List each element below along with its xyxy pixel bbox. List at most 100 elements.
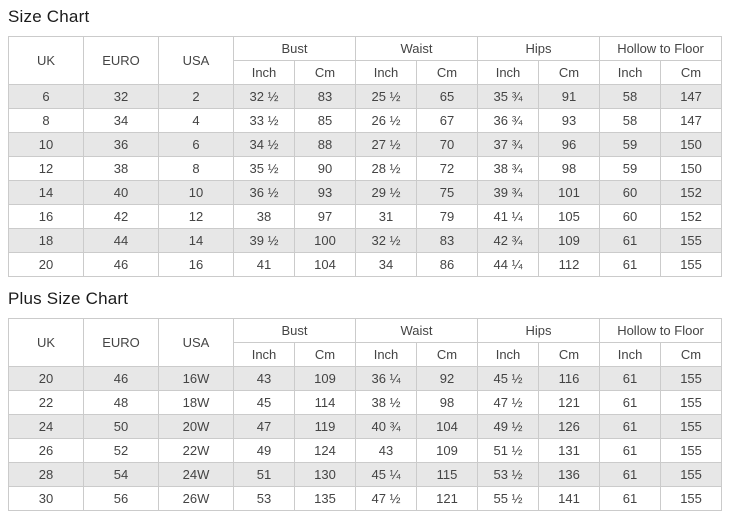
table-cell: 46 bbox=[83, 252, 159, 277]
table-cell: 39 ½ bbox=[233, 228, 295, 253]
table-cell: 91 bbox=[538, 84, 601, 109]
table-cell: 29 ½ bbox=[355, 180, 418, 205]
table-row: 20 46 16 41 104 34 86 44 ¼ 112 61 155 bbox=[8, 252, 723, 277]
table-cell: 43 bbox=[233, 366, 295, 391]
table-cell: 155 bbox=[660, 228, 723, 253]
table-row: 30 56 26W 53 135 47 ½ 121 55 ½ 141 61 155 bbox=[8, 486, 723, 511]
table-cell: 90 bbox=[293, 156, 357, 181]
table-cell: 126 bbox=[538, 414, 601, 439]
table-cell: 155 bbox=[660, 252, 723, 277]
table-cell: 16 bbox=[8, 204, 84, 229]
table-cell: 32 bbox=[83, 84, 159, 109]
table-row: 6 32 2 32 ½ 83 25 ½ 65 35 ¾ 91 58 147 bbox=[8, 84, 723, 109]
table-cell: 43 bbox=[355, 438, 418, 463]
subheader-hips-inch: Inch bbox=[477, 60, 540, 85]
table-cell: 16 bbox=[158, 252, 234, 277]
table-cell: 98 bbox=[416, 390, 479, 415]
table-cell: 14 bbox=[158, 228, 234, 253]
subheader-waist-cm: Cm bbox=[416, 342, 479, 367]
subheader-bust-cm: Cm bbox=[293, 60, 357, 85]
table-cell: 58 bbox=[599, 108, 662, 133]
table-cell: 101 bbox=[538, 180, 601, 205]
table-cell: 2 bbox=[158, 84, 234, 109]
table-cell: 121 bbox=[538, 390, 601, 415]
table-cell: 93 bbox=[293, 180, 357, 205]
table-row: 24 50 20W 47 119 40 ¾ 104 49 ½ 126 61 155 bbox=[8, 414, 723, 439]
table-cell: 109 bbox=[538, 228, 601, 253]
table-cell: 6 bbox=[8, 84, 84, 109]
table-cell: 16W bbox=[158, 366, 234, 391]
plus-size-chart-table: UK EURO USA Bust Waist Hips Hollow to Fl… bbox=[8, 318, 723, 511]
table-cell: 124 bbox=[293, 438, 357, 463]
table-cell: 10 bbox=[8, 132, 84, 157]
table-cell: 41 ¼ bbox=[477, 204, 540, 229]
table-cell: 92 bbox=[416, 366, 479, 391]
header-row-groups: UK EURO USA Bust Waist Hips Hollow to Fl… bbox=[8, 36, 723, 85]
table-cell: 38 ½ bbox=[355, 390, 418, 415]
table-cell: 10 bbox=[158, 180, 234, 205]
table-cell: 18 bbox=[8, 228, 84, 253]
table-cell: 155 bbox=[660, 462, 723, 487]
table-cell: 27 ½ bbox=[355, 132, 418, 157]
table-cell: 104 bbox=[416, 414, 479, 439]
table-cell: 61 bbox=[599, 252, 662, 277]
size-chart-title: Size Chart bbox=[8, 7, 90, 26]
table-cell: 22 bbox=[8, 390, 84, 415]
table-cell: 32 ½ bbox=[355, 228, 418, 253]
table-cell: 141 bbox=[538, 486, 601, 511]
table-cell: 105 bbox=[538, 204, 601, 229]
table-cell: 53 ½ bbox=[477, 462, 540, 487]
table-cell: 24W bbox=[158, 462, 234, 487]
table-cell: 61 bbox=[599, 366, 662, 391]
table-cell: 152 bbox=[660, 180, 723, 205]
table-cell: 37 ¾ bbox=[477, 132, 540, 157]
table-cell: 88 bbox=[293, 132, 357, 157]
table-cell: 112 bbox=[538, 252, 601, 277]
table-row: 8 34 4 33 ½ 85 26 ½ 67 36 ¾ 93 58 147 bbox=[8, 108, 723, 133]
table-cell: 61 bbox=[599, 390, 662, 415]
table-cell: 61 bbox=[599, 414, 662, 439]
table-cell: 51 bbox=[233, 462, 295, 487]
table-cell: 155 bbox=[660, 486, 723, 511]
table-cell: 44 ¼ bbox=[477, 252, 540, 277]
table-cell: 38 bbox=[233, 204, 295, 229]
table-cell: 58 bbox=[599, 84, 662, 109]
table-cell: 54 bbox=[83, 462, 159, 487]
table-cell: 104 bbox=[293, 252, 357, 277]
table-cell: 25 ½ bbox=[355, 84, 418, 109]
table-cell: 79 bbox=[416, 204, 479, 229]
table-cell: 47 bbox=[233, 414, 295, 439]
table-cell: 45 ½ bbox=[477, 366, 540, 391]
table-cell: 72 bbox=[416, 156, 479, 181]
table-cell: 60 bbox=[599, 204, 662, 229]
table-row: 10 36 6 34 ½ 88 27 ½ 70 37 ¾ 96 59 150 bbox=[8, 132, 723, 157]
table-cell: 61 bbox=[599, 486, 662, 511]
table-cell: 59 bbox=[599, 156, 662, 181]
table-cell: 6 bbox=[158, 132, 234, 157]
subheader-waist-inch: Inch bbox=[355, 60, 418, 85]
table-cell: 34 bbox=[355, 252, 418, 277]
header-row-groups: UK EURO USA Bust Waist Hips Hollow to Fl… bbox=[8, 318, 723, 367]
column-header-usa: USA bbox=[158, 36, 234, 85]
table-cell: 147 bbox=[660, 108, 723, 133]
table-cell: 65 bbox=[416, 84, 479, 109]
table-cell: 109 bbox=[293, 366, 357, 391]
subheader-hollow-inch: Inch bbox=[599, 60, 662, 85]
table-cell: 115 bbox=[416, 462, 479, 487]
column-group-bust: Bust bbox=[232, 36, 357, 61]
table-cell: 67 bbox=[416, 108, 479, 133]
table-cell: 61 bbox=[599, 438, 662, 463]
table-cell: 28 ½ bbox=[355, 156, 418, 181]
table-cell: 97 bbox=[293, 204, 357, 229]
table-cell: 98 bbox=[538, 156, 601, 181]
subheader-hips-inch: Inch bbox=[477, 342, 540, 367]
table-cell: 55 ½ bbox=[477, 486, 540, 511]
table-cell: 131 bbox=[538, 438, 601, 463]
size-chart-table: UK EURO USA Bust Waist Hips Hollow to Fl… bbox=[8, 36, 723, 277]
table-cell: 8 bbox=[8, 108, 84, 133]
table-cell: 45 bbox=[233, 390, 295, 415]
table-cell: 36 bbox=[83, 132, 159, 157]
table-cell: 41 bbox=[233, 252, 295, 277]
table-cell: 40 bbox=[83, 180, 159, 205]
